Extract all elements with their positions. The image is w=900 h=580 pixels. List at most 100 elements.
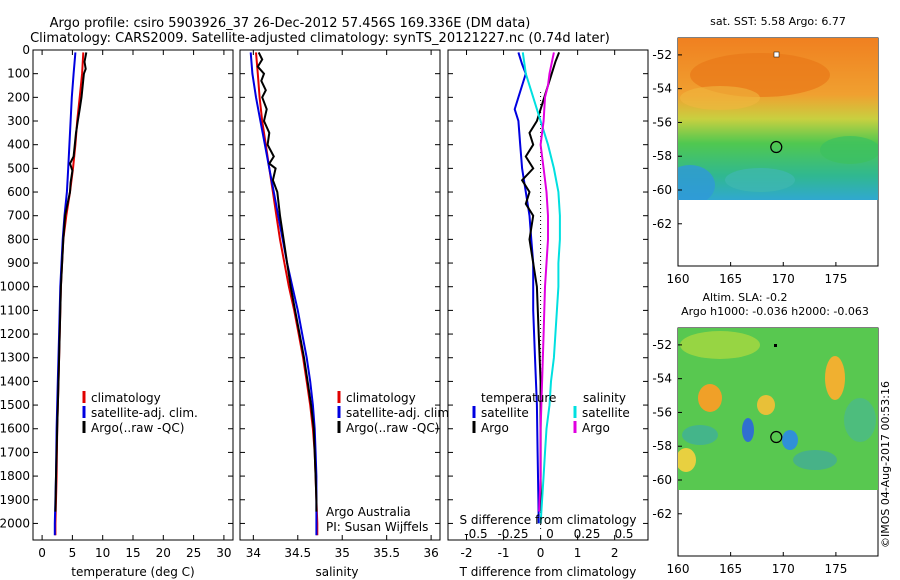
map-y-tick-label: -62: [652, 217, 672, 231]
sla-low-patch: [782, 430, 798, 450]
x-tick-label: 35.5: [373, 546, 400, 560]
x-tick-label: 35: [335, 546, 350, 560]
y-tick-label: 1900: [0, 493, 30, 507]
sla-low-patch: [844, 398, 876, 442]
imos-watermark: ©IMOS 04-Aug-2017 00:53:16: [879, 381, 892, 548]
y-tick-label: 100: [7, 67, 30, 81]
x2-tick-label: 0: [546, 527, 554, 541]
legend-label-climatology: climatology: [346, 391, 416, 405]
y-tick-label: 600: [7, 185, 30, 199]
map-x-tick-label: 175: [824, 272, 847, 286]
float-pi: PI: Susan Wijffels: [326, 520, 428, 534]
y-tick-label: 0: [22, 43, 30, 57]
temperature-panel: 0 5 10 15 20 25 30 0 100 200 300 400 500 600 700 800 90…: [0, 43, 234, 579]
legend-label-argo: Argo(..raw -QC): [91, 421, 184, 435]
difference-xlabel-salinity: S difference from climatology: [460, 513, 637, 527]
temperature-legend: climatology satellite-adj. clim. Argo(..…: [82, 391, 198, 435]
x-tick-label: 0: [537, 546, 545, 560]
y-tick-label: 900: [7, 256, 30, 270]
y-tick-label: 700: [7, 209, 30, 223]
sla-low-patch: [742, 418, 754, 442]
x-tick-label: -2: [461, 546, 473, 560]
y-tick-label: 1300: [0, 351, 30, 365]
sla-low-patch: [682, 425, 718, 445]
map-y-tick-label: -60: [652, 473, 672, 487]
legend-label-temp-satellite: satellite: [481, 406, 529, 420]
y-tick-label: 1000: [0, 280, 30, 294]
x2-tick-label: -0.5: [464, 527, 487, 541]
x-tick-label: 1: [574, 546, 582, 560]
x-tick-label: 5: [69, 546, 77, 560]
y-tick-label: 1200: [0, 327, 30, 341]
legend-label-satellite: satellite-adj. clim.: [91, 406, 198, 420]
sla-high-patch: [825, 356, 845, 400]
map-x-tick-label: 165: [719, 562, 742, 576]
y-tick-label: 1800: [0, 469, 30, 483]
sst-warm-patch: [690, 53, 830, 97]
map-y-tick-label: -58: [652, 149, 672, 163]
legend-label-sal-argo: Argo: [582, 421, 610, 435]
sst-green-patch: [820, 136, 878, 164]
y-tick-label: 2000: [0, 516, 30, 530]
legend-label-climatology: climatology: [91, 391, 161, 405]
sla-map-title: Altim. SLA: -0.2: [702, 291, 787, 304]
x-tick-label: 36: [423, 546, 438, 560]
x-tick-label: 34: [246, 546, 261, 560]
sst-map: sat. SST: 5.58 Argo: 6.77 160 165 170 175 -…: [652, 15, 879, 286]
float-operator: Argo Australia: [326, 505, 411, 519]
difference-axes-box: [447, 49, 649, 541]
map-x-tick-label: 160: [667, 562, 690, 576]
y-tick-label: 800: [7, 232, 30, 246]
legend-header-salinity: salinity: [583, 391, 626, 405]
sla-land-marker: [774, 344, 777, 347]
sst-land-marker: [773, 51, 780, 58]
sla-high-patch: [757, 395, 775, 415]
x-tick-label: 10: [95, 546, 110, 560]
x-tick-label: -1: [498, 546, 510, 560]
y-tick-label: 1500: [0, 398, 30, 412]
x2-tick-label: 0.5: [614, 527, 633, 541]
salinity-legend: climatology satellite-adj. clim. Argo(..…: [337, 391, 453, 435]
map-y-tick-label: -54: [652, 372, 672, 386]
temperature-axes-box: [32, 49, 234, 541]
legend-label-sal-satellite: satellite: [582, 406, 630, 420]
series-line-argo-raw-qc-: [54, 52, 88, 512]
sla-map: Altim. SLA: -0.2 Argo h1000: -0.036 h200…: [652, 291, 879, 576]
salinity-panel: 34 34.5 35 35.5 36 salinity climatology sate…: [239, 49, 453, 579]
series-line-salinity-argo: [538, 52, 555, 512]
legend-label-satellite: satellite-adj. clim.: [346, 406, 453, 420]
x-tick-label: 34.5: [284, 546, 311, 560]
argo-position-marker: [770, 140, 783, 154]
salinity-axes-box: [239, 49, 441, 541]
x-tick-label: 20: [156, 546, 171, 560]
temperature-xlabel: temperature (deg C): [71, 565, 194, 579]
y-tick-label: 1700: [0, 445, 30, 459]
sst-cold-patch: [725, 168, 795, 192]
map-x-tick-label: 170: [772, 272, 795, 286]
argo-position-marker: [770, 430, 783, 444]
x2-tick-label: 0.25: [574, 527, 601, 541]
map-y-tick-label: -56: [652, 115, 672, 129]
difference-xlabel-temperature: T difference from climatology: [459, 565, 637, 579]
x-tick-label: 25: [186, 546, 201, 560]
map-y-tick-label: -52: [652, 48, 672, 62]
x-tick-label: 0: [38, 546, 46, 560]
map-y-tick-label: -58: [652, 439, 672, 453]
sst-cold-patch: [678, 165, 715, 200]
series-line-temperature-argo: [520, 52, 561, 512]
legend-label-temp-argo: Argo: [481, 421, 509, 435]
sla-map-subtitle: Argo h1000: -0.036 h2000: -0.063: [681, 305, 869, 318]
sla-low-patch: [793, 450, 837, 470]
map-y-tick-label: -56: [652, 405, 672, 419]
sla-high-patch: [678, 448, 696, 472]
y-tick-label: 1400: [0, 374, 30, 388]
map-x-tick-label: 160: [667, 272, 690, 286]
y-tick-label: 400: [7, 138, 30, 152]
y-tick-label: 1100: [0, 303, 30, 317]
map-y-tick-label: -60: [652, 183, 672, 197]
map-x-tick-label: 165: [719, 272, 742, 286]
title-line1: Argo profile: csiro 5903926_37 26-Dec-20…: [50, 16, 531, 31]
difference-legend: temperature salinity satellite Argo sate…: [472, 391, 630, 435]
map-x-tick-label: 175: [824, 562, 847, 576]
